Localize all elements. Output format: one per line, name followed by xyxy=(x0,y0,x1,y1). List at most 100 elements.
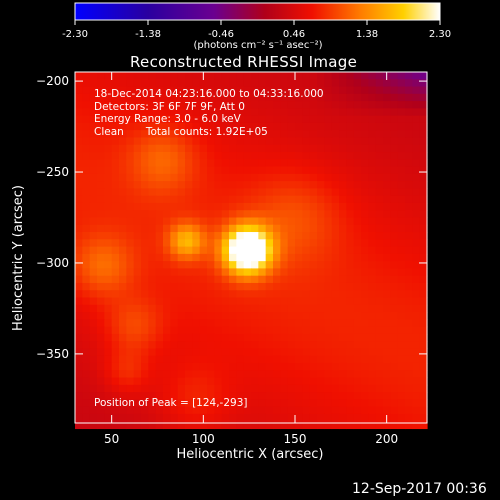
heatmap-cell xyxy=(192,195,201,204)
heatmap-cell xyxy=(419,173,428,182)
heatmap-cell xyxy=(97,413,105,422)
heatmap-cell xyxy=(126,137,135,146)
heatmap-cell xyxy=(324,268,333,277)
heatmap-cell xyxy=(214,406,223,415)
heatmap-cell xyxy=(405,86,413,95)
heatmap-cell xyxy=(111,130,120,139)
heatmap-cell xyxy=(287,377,296,386)
heatmap-cell xyxy=(324,348,333,357)
heatmap-cell xyxy=(170,152,179,160)
heatmap-cell xyxy=(185,261,193,270)
heatmap-cell xyxy=(192,341,201,350)
heatmap-cell xyxy=(361,253,369,262)
heatmap-cell xyxy=(243,188,252,197)
heatmap-cell xyxy=(82,341,91,350)
heatmap-cell xyxy=(265,261,274,270)
heatmap-cell xyxy=(339,261,347,270)
heatmap-cell xyxy=(148,101,157,109)
heatmap-cell xyxy=(97,326,105,335)
heatmap-cell xyxy=(375,217,384,226)
heatmap-cell xyxy=(353,392,362,400)
heatmap-cell xyxy=(229,181,237,189)
heatmap-cell xyxy=(185,152,193,160)
heatmap-cell xyxy=(155,195,164,204)
heatmap-cell xyxy=(207,115,215,124)
heatmap-cell xyxy=(353,79,362,88)
heatmap-cell xyxy=(412,333,421,342)
heatmap-cell xyxy=(163,370,171,379)
heatmap-cell xyxy=(111,181,120,189)
heatmap-cell xyxy=(170,406,179,415)
heatmap-cell xyxy=(375,108,384,117)
heatmap-cell xyxy=(368,202,377,211)
heatmap-cell xyxy=(339,130,347,139)
heatmap-cell xyxy=(339,326,347,335)
heatmap-cell xyxy=(309,202,318,211)
heatmap-cell xyxy=(361,297,369,306)
heatmap-cell xyxy=(390,355,399,364)
heatmap-cell xyxy=(207,384,215,393)
heatmap-cell xyxy=(75,181,83,189)
heatmap-cell xyxy=(214,93,223,102)
heatmap-cell xyxy=(170,159,179,168)
heatmap-cell xyxy=(192,122,201,131)
heatmap-cell xyxy=(229,101,237,109)
heatmap-cell xyxy=(368,188,377,197)
heatmap-cell xyxy=(97,297,105,306)
heatmap-cell xyxy=(133,101,142,109)
heatmap-cell xyxy=(97,210,105,219)
heatmap-cell xyxy=(390,253,399,262)
heatmap-cell xyxy=(111,341,120,350)
heatmap-cell xyxy=(82,217,91,226)
heatmap-cell xyxy=(273,152,281,160)
heatmap-cell xyxy=(177,210,186,219)
heatmap-cell xyxy=(405,377,413,386)
heatmap-cell xyxy=(177,173,186,182)
heatmap-cell xyxy=(375,130,384,139)
heatmap-cell xyxy=(177,224,186,233)
heatmap-cell xyxy=(397,312,406,320)
heatmap-cell xyxy=(111,421,120,430)
heatmap-cell xyxy=(199,392,208,400)
heatmap-cell xyxy=(185,202,193,211)
heatmap-cell xyxy=(97,188,105,197)
heatmap-cell xyxy=(412,188,421,197)
heatmap-cell xyxy=(265,362,274,371)
heatmap-cell xyxy=(214,173,223,182)
heatmap-cell xyxy=(170,72,179,80)
heatmap-cell xyxy=(97,304,105,313)
heatmap-cell xyxy=(287,341,296,350)
heatmap-cell xyxy=(353,144,362,153)
heatmap-cell xyxy=(331,152,340,160)
y-tick-label: −200 xyxy=(36,74,69,88)
heatmap-cell xyxy=(258,210,267,219)
heatmap-cell xyxy=(185,290,193,299)
heatmap-cell xyxy=(229,319,237,328)
heatmap-cell xyxy=(273,202,281,211)
heatmap-cell xyxy=(324,377,333,386)
heatmap-cell xyxy=(75,282,83,291)
heatmap-cell xyxy=(368,122,377,131)
heatmap-cell xyxy=(111,159,120,168)
heatmap-cell xyxy=(324,79,333,88)
heatmap-cell xyxy=(361,72,369,80)
heatmap-cell xyxy=(119,122,127,131)
heatmap-cell xyxy=(412,202,421,211)
heatmap-cell xyxy=(295,239,303,248)
heatmap-cell xyxy=(273,290,281,299)
heatmap-cell xyxy=(104,421,113,430)
heatmap-cell xyxy=(163,210,171,219)
heatmap-cell xyxy=(119,413,127,422)
heatmap-cell xyxy=(97,377,105,386)
heatmap-cell xyxy=(89,115,98,124)
heatmap-cell xyxy=(368,130,377,139)
heatmap-cell xyxy=(309,290,318,299)
heatmap-cell xyxy=(148,261,157,270)
heatmap-cell xyxy=(236,166,245,175)
heatmap-cell xyxy=(295,261,303,270)
heatmap-cell xyxy=(119,355,127,364)
heatmap-cell xyxy=(405,72,413,80)
heatmap-cell xyxy=(111,348,120,357)
heatmap-cell xyxy=(361,384,369,393)
heatmap-cell xyxy=(141,355,149,364)
